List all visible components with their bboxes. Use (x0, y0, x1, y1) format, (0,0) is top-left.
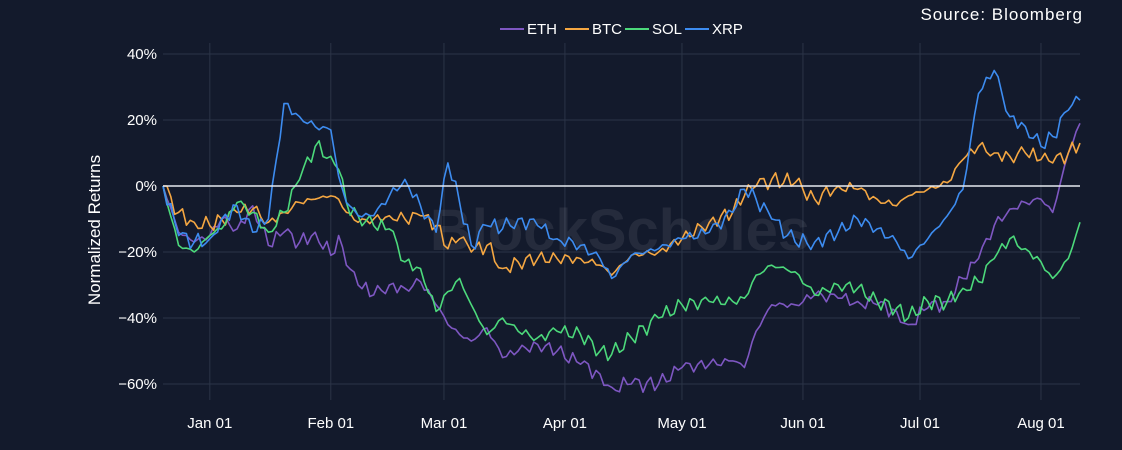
y-tick-label: −20% (118, 244, 157, 261)
x-tick-label: Mar 01 (421, 415, 468, 432)
series-line-sol (162, 140, 1081, 362)
y-tick-label: 40% (127, 46, 157, 63)
y-tick-label: 20% (127, 112, 157, 129)
x-tick-label: Jul 01 (900, 415, 940, 432)
legend: ETH BTC SOL XRP (500, 21, 743, 38)
source-label: Source: Bloomberg (920, 5, 1083, 24)
legend-label-sol: SOL (652, 21, 682, 38)
watermark-text: BlockScholes (430, 198, 810, 263)
y-tick-label: −60% (118, 376, 157, 393)
series-line-xrp (162, 69, 1081, 280)
x-tick-label: May 01 (657, 415, 706, 432)
axis-layer: Jan 01 Feb 01 Mar 01 Apr 01 May 01 Jun 01 Jul … (118, 46, 1065, 432)
x-tick-label: Feb 01 (307, 415, 354, 432)
y-tick-label: −40% (118, 310, 157, 327)
series-line-eth (162, 122, 1081, 394)
legend-label-eth: ETH (527, 21, 557, 38)
x-tick-label: Aug 01 (1017, 415, 1065, 432)
y-axis-title: Normalized Returns (85, 155, 104, 305)
y-tick-label: 0% (135, 178, 157, 195)
series-layer (162, 69, 1081, 394)
legend-label-btc: BTC (592, 21, 622, 38)
legend-label-xrp: XRP (712, 21, 743, 38)
x-tick-label: Jun 01 (780, 415, 825, 432)
x-tick-label: Apr 01 (543, 415, 587, 432)
x-tick-label: Jan 01 (187, 415, 232, 432)
